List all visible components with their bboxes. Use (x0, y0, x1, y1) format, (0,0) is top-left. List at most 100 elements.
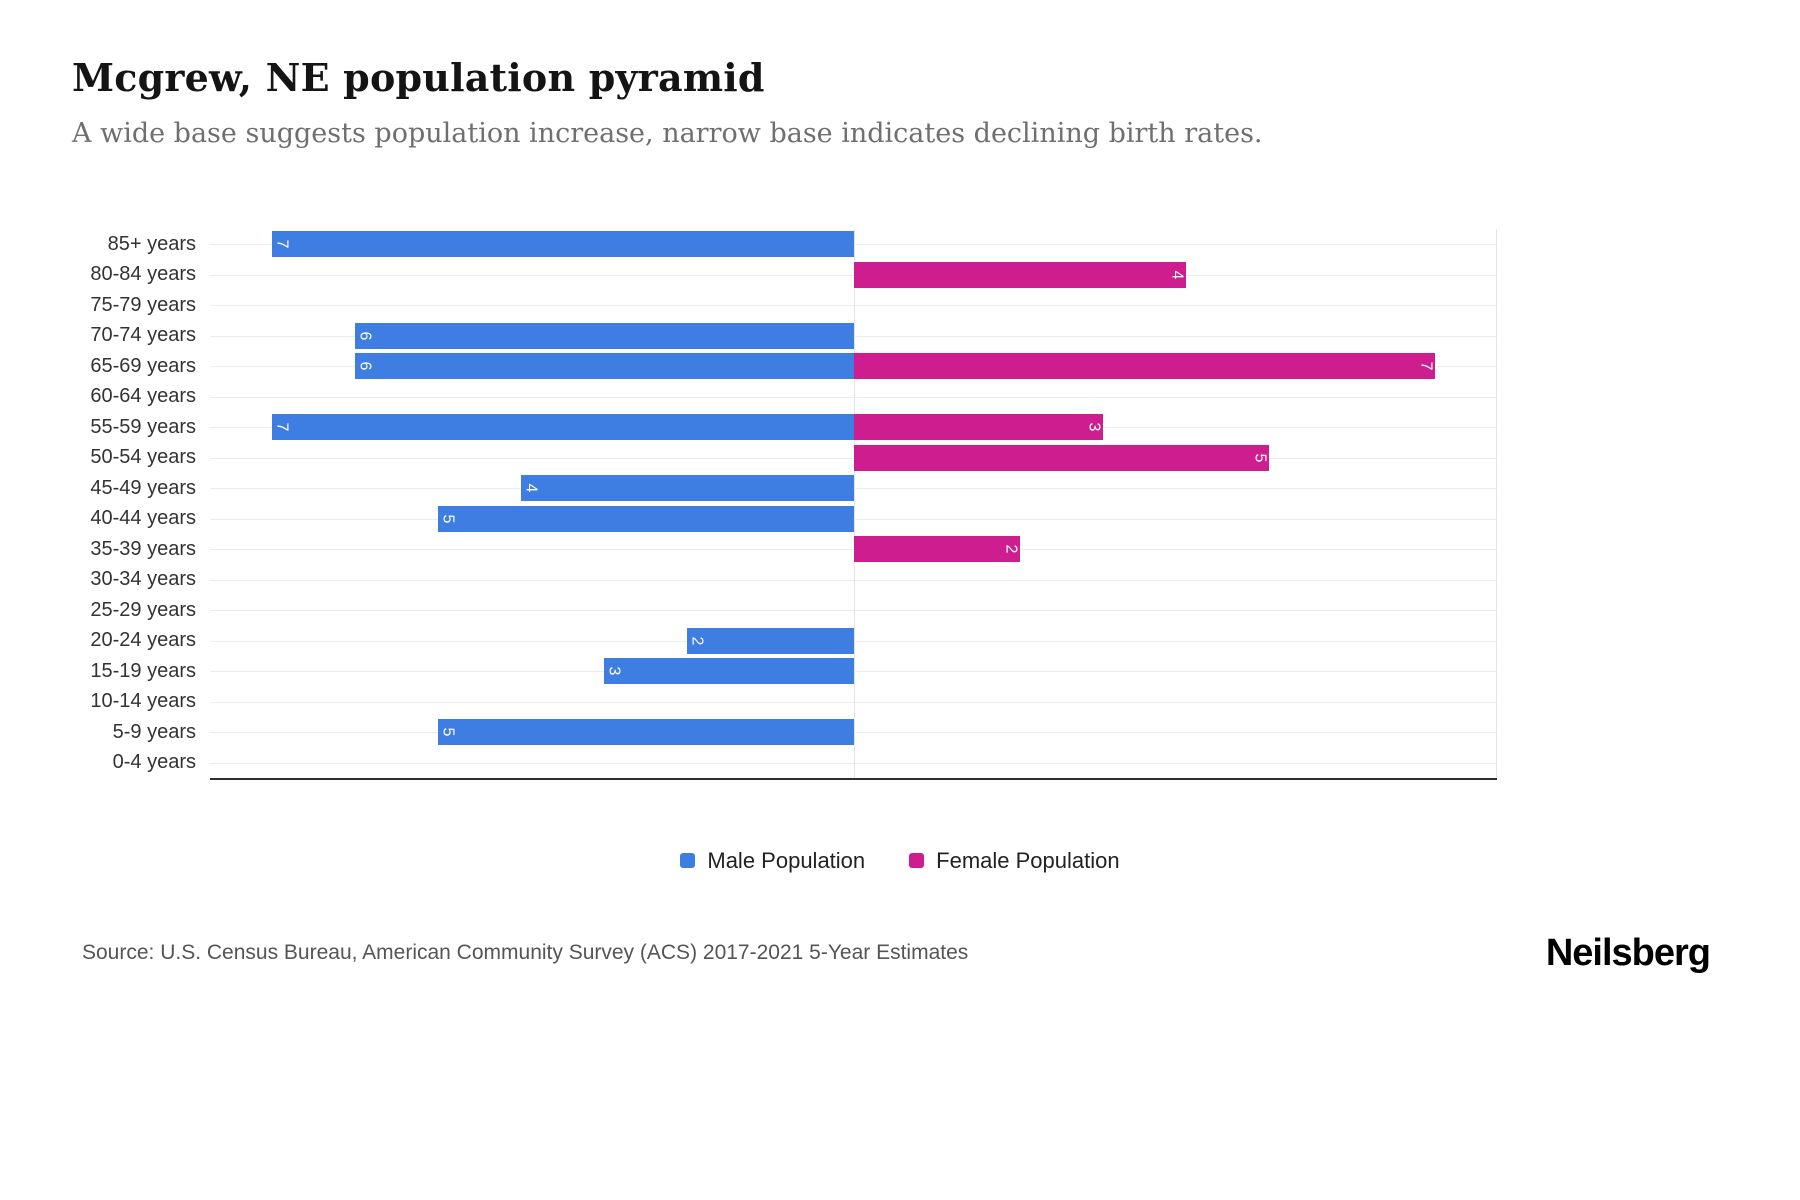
y-axis-label: 15-19 years (90, 659, 196, 682)
male-bar-cell: 6 (210, 320, 854, 351)
chart-legend: Male Population Female Population (0, 848, 1800, 874)
male-bar-cell: 4 (210, 473, 854, 504)
male-bar-cell (210, 290, 854, 321)
legend-item-male[interactable]: Male Population (680, 848, 865, 874)
male-bar-cell: 6 (210, 351, 854, 382)
y-axis-label: 20-24 years (90, 629, 196, 652)
female-bar-cell: 7 (853, 351, 1498, 382)
female-bar[interactable]: 7 (853, 353, 1435, 380)
male-bar[interactable]: 4 (521, 475, 854, 502)
female-bar-cell (854, 381, 1498, 412)
female-bar-cell (854, 625, 1498, 656)
bar-value-label: 2 (688, 636, 706, 645)
female-bar-cell (854, 686, 1498, 717)
bar-value-label: 7 (273, 239, 291, 249)
female-bar-cell (854, 290, 1498, 321)
y-axis-label: 55-59 years (90, 415, 196, 438)
male-bar-cell: 7 (210, 229, 854, 260)
male-bar-cell (210, 686, 854, 717)
legend-item-female[interactable]: Female Population (909, 847, 1120, 874)
y-axis-label: 70-74 years (90, 324, 196, 347)
chart-subtitle: A wide base suggests population increase… (72, 117, 1263, 149)
pyramid-row: 2 (210, 534, 1497, 565)
bar-value-label: 3 (1085, 422, 1103, 432)
pyramid-row (210, 290, 1497, 321)
pyramid-row (210, 595, 1497, 626)
legend-label-female: Female Population (936, 847, 1120, 873)
male-bar[interactable]: 7 (272, 231, 854, 258)
y-axis-label: 60-64 years (90, 385, 196, 408)
male-bar-cell: 7 (210, 412, 854, 443)
female-bar[interactable]: 5 (853, 444, 1269, 471)
male-bar[interactable]: 5 (438, 719, 854, 746)
pyramid-row (210, 747, 1497, 778)
female-bar-cell (854, 229, 1498, 260)
pyramid-row: 6 (210, 320, 1497, 351)
female-bar-cell: 5 (853, 442, 1498, 473)
male-bar-cell: 3 (210, 656, 854, 687)
male-bar[interactable]: 3 (604, 658, 854, 685)
bar-value-label: 2 (1002, 544, 1020, 554)
male-bar-cell (210, 534, 854, 565)
legend-label-male: Male Population (707, 847, 866, 873)
female-bar-cell: 2 (853, 534, 1498, 565)
y-axis-label: 80-84 years (90, 263, 196, 286)
male-legend-swatch-icon (680, 853, 696, 869)
chart-title: Mcgrew, NE population pyramid (72, 55, 765, 100)
male-bar-cell: 2 (210, 625, 854, 656)
female-bar-cell (854, 503, 1498, 534)
y-axis-label: 0-4 years (112, 751, 196, 774)
bar-value-label: 7 (273, 422, 291, 432)
male-bar-cell (210, 381, 854, 412)
pyramid-row: 3 (210, 656, 1497, 687)
bar-value-label: 5 (439, 514, 457, 523)
female-bar-cell: 4 (853, 259, 1498, 290)
bar-value-label: 6 (356, 361, 374, 371)
female-bar-cell (854, 656, 1498, 687)
y-axis-label: 40-44 years (90, 507, 196, 530)
male-bar[interactable]: 6 (355, 353, 854, 380)
male-bar-cell (210, 442, 854, 473)
male-bar[interactable]: 7 (272, 414, 854, 441)
source-attribution: Source: U.S. Census Bureau, American Com… (82, 941, 969, 965)
y-axis-label: 65-69 years (90, 354, 196, 377)
female-bar[interactable]: 3 (853, 414, 1103, 441)
bar-value-label: 3 (605, 666, 623, 676)
female-bar-cell (854, 320, 1498, 351)
bar-value-label: 5 (439, 727, 457, 737)
male-bar-cell: 5 (210, 717, 854, 748)
y-axis-label: 30-34 years (90, 568, 196, 591)
female-bar-cell (854, 595, 1498, 626)
bar-value-label: 6 (356, 331, 374, 340)
male-bar-cell (210, 747, 854, 778)
female-bar[interactable]: 4 (853, 261, 1186, 288)
male-bar-cell (210, 595, 854, 626)
female-legend-swatch-icon (909, 853, 925, 869)
male-bar[interactable]: 2 (687, 627, 854, 654)
pyramid-row (210, 686, 1497, 717)
female-bar-cell (854, 473, 1498, 504)
right-edge-gridline (1496, 228, 1497, 778)
pyramid-row: 5 (210, 717, 1497, 748)
pyramid-row: 5 (210, 503, 1497, 534)
male-bar-cell (210, 259, 854, 290)
female-bar-cell (854, 564, 1498, 595)
bar-value-label: 4 (522, 483, 540, 493)
y-axis-labels: 85+ years 80-84 years 75-79 years 70-74 yea… (72, 229, 210, 780)
male-bar[interactable]: 6 (355, 322, 854, 349)
pyramid-row: 7 (210, 229, 1497, 260)
y-axis-label: 45-49 years (90, 476, 196, 499)
male-bar[interactable]: 5 (438, 505, 854, 532)
male-bar-cell: 5 (210, 503, 854, 534)
y-axis-label: 10-14 years (90, 690, 196, 713)
bar-value-label: 7 (1417, 361, 1435, 371)
center-axis-gridline (853, 228, 855, 778)
y-axis-label: 5-9 years (112, 720, 196, 743)
female-bar[interactable]: 2 (853, 536, 1020, 563)
pyramid-chart: 85+ years 80-84 years 75-79 years 70-74 yea… (72, 228, 1498, 780)
y-axis-label: 35-39 years (90, 537, 196, 560)
male-bar-cell (210, 564, 854, 595)
